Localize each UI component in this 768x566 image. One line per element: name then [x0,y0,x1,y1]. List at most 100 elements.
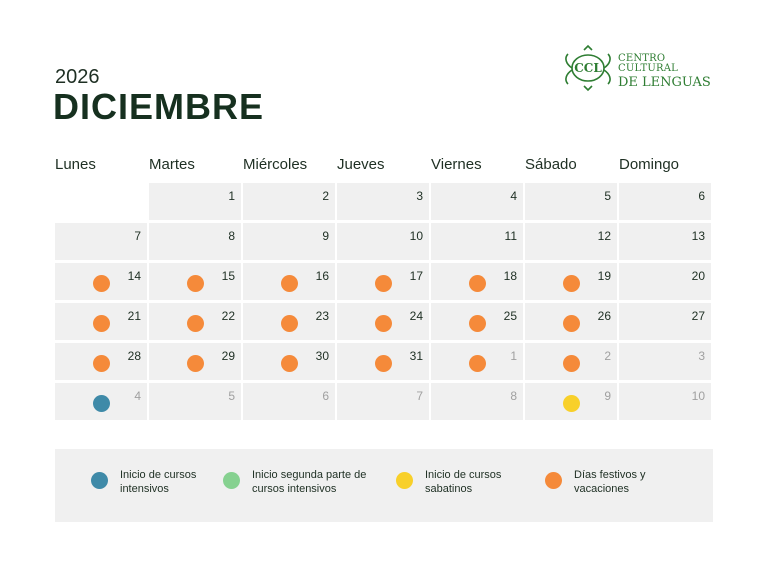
day-cell[interactable]: 12 [525,223,617,260]
day-number: 22 [221,309,235,323]
festivos-marker-dot [187,355,204,372]
day-cell[interactable]: 16 [243,263,335,300]
day-number: 26 [597,309,611,323]
day-cell[interactable]: 30 [243,343,335,380]
day-number: 7 [416,389,423,403]
weekday-3: Jueves [337,156,385,173]
day-cell[interactable]: 4 [431,183,523,220]
weekday-6: Domingo [619,156,680,173]
day-cell[interactable]: 26 [525,303,617,340]
day-number: 9 [322,229,329,243]
day-cell[interactable]: 17 [337,263,429,300]
day-number: 29 [221,349,235,363]
day-cell[interactable]: 10 [337,223,429,260]
legend-label: Inicio de cursos intensivos [120,469,197,495]
day-number: 3 [698,349,705,363]
day-cell[interactable]: 5 [149,383,241,420]
festivos-marker-dot [469,355,486,372]
day-number: 20 [691,269,705,283]
ccl-logo: CCL CENTRO CULTURAL DE LENGUAS [562,44,714,92]
ccl-emblem-icon: CCL [565,44,611,92]
festivos-marker-dot [93,315,110,332]
day-cell[interactable]: 8 [149,223,241,260]
day-cell[interactable]: 13 [619,223,711,260]
legend-panel: Inicio de cursos intensivos Inicio segund… [55,449,713,522]
day-number: 18 [503,269,517,283]
day-number: 8 [510,389,517,403]
svg-text:CCL: CCL [574,61,602,75]
festivos-marker-dot [469,275,486,292]
day-cell[interactable]: 28 [55,343,147,380]
day-number: 3 [416,189,423,203]
day-cell[interactable]: 18 [431,263,523,300]
day-cell[interactable]: 6 [243,383,335,420]
day-cell[interactable]: 7 [55,223,147,260]
day-cell[interactable]: 7 [337,383,429,420]
day-cell[interactable]: 15 [149,263,241,300]
day-number: 2 [604,349,611,363]
day-cell[interactable]: 2 [243,183,335,220]
day-cell[interactable]: 23 [243,303,335,340]
day-cell[interactable]: 31 [337,343,429,380]
day-cell[interactable]: 9 [525,383,617,420]
sabatinos-marker-dot [563,395,580,412]
festivos-marker-dot [187,275,204,292]
day-number: 15 [221,269,235,283]
day-cell[interactable]: 20 [619,263,711,300]
legend-label: Días festivos y vacaciones [574,469,646,495]
day-number: 9 [604,389,611,403]
day-number: 5 [604,189,611,203]
day-number: 12 [597,229,611,243]
day-cell[interactable]: 25 [431,303,523,340]
day-cell[interactable]: 14 [55,263,147,300]
day-cell[interactable]: 4 [55,383,147,420]
festivos-marker-dot [187,315,204,332]
festivos-marker-dot [375,315,392,332]
day-cell[interactable]: 19 [525,263,617,300]
calendar-year: 2026 [55,66,100,88]
day-number: 25 [503,309,517,323]
day-number: 27 [691,309,705,323]
day-cell[interactable]: 1 [431,343,523,380]
day-cell[interactable]: 27 [619,303,711,340]
day-number: 11 [504,229,517,243]
day-number: 17 [409,269,423,283]
day-cell[interactable]: 2 [525,343,617,380]
day-cell[interactable]: 3 [337,183,429,220]
festivos-marker-dot [469,315,486,332]
day-cell[interactable]: 9 [243,223,335,260]
day-number: 4 [510,189,517,203]
day-cell[interactable]: 5 [525,183,617,220]
day-cell[interactable]: 24 [337,303,429,340]
day-cell[interactable]: 3 [619,343,711,380]
day-number: 6 [698,189,705,203]
day-cell[interactable]: 11 [431,223,523,260]
festivos-marker-dot [281,275,298,292]
day-cell[interactable]: 21 [55,303,147,340]
day-number: 1 [228,189,235,203]
weekday-1: Martes [149,156,195,173]
day-number: 31 [409,349,423,363]
calendar-month-title: DICIEMBRE [53,86,265,127]
day-cell[interactable]: 1 [149,183,241,220]
day-number: 24 [409,309,423,323]
day-cell[interactable]: 22 [149,303,241,340]
festivos-marker-dot [281,315,298,332]
logo-line-1: CENTRO CULTURAL [618,53,678,74]
day-cell[interactable]: 8 [431,383,523,420]
legend-dot [396,472,413,489]
festivos-marker-dot [281,355,298,372]
day-cell[interactable]: 10 [619,383,711,420]
day-number: 4 [134,389,141,403]
day-number: 13 [691,229,705,243]
weekday-0: Lunes [55,156,96,173]
day-number: 23 [315,309,329,323]
day-number: 19 [597,269,611,283]
weekday-4: Viernes [431,156,482,173]
festivos-marker-dot [563,355,580,372]
festivos-marker-dot [93,275,110,292]
legend-label: Inicio de cursos sabatinos [425,469,502,495]
day-number: 10 [409,229,423,243]
day-cell[interactable]: 29 [149,343,241,380]
day-cell[interactable]: 6 [619,183,711,220]
